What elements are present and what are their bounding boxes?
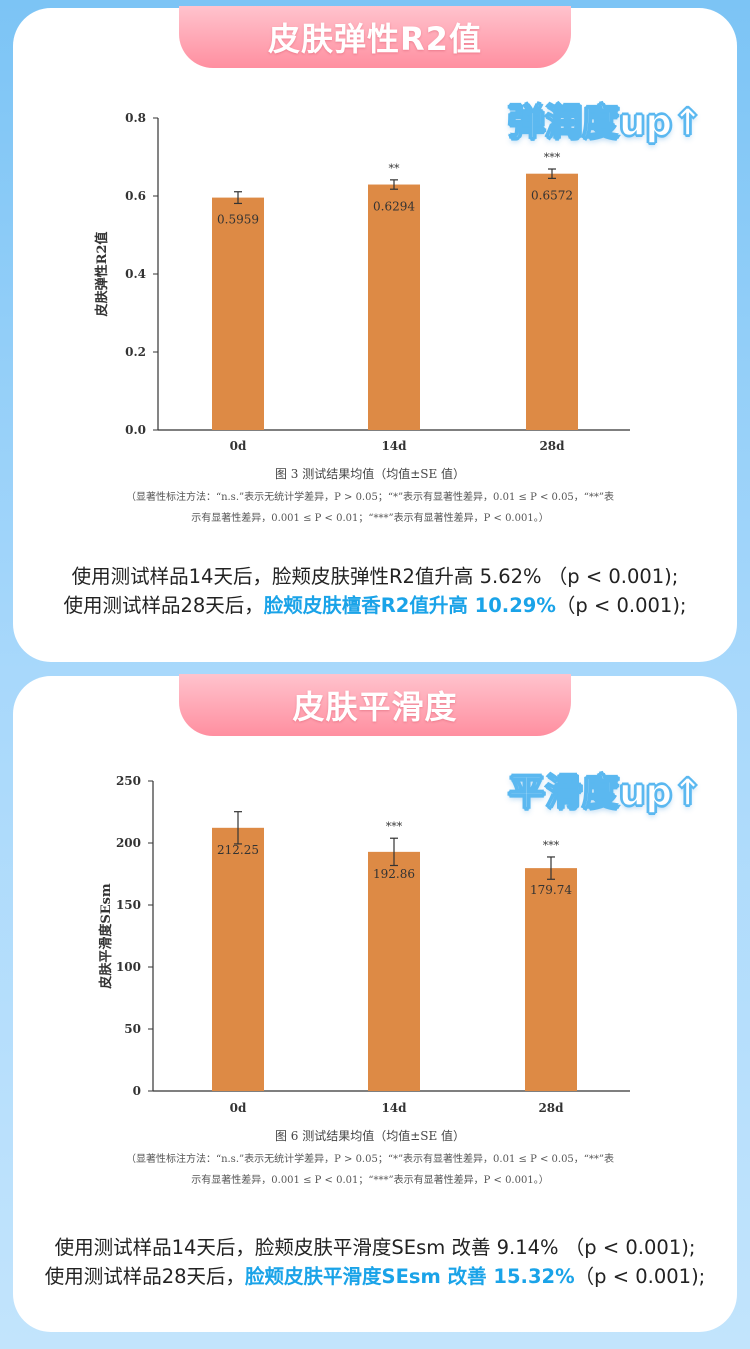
elasticity-up-badge: 弹润度up↑	[507, 100, 703, 145]
x-tick-label: 14d	[381, 439, 407, 453]
y-tick-label: 150	[116, 898, 141, 912]
y-tick-label: 0	[133, 1084, 141, 1098]
bar-14d	[368, 184, 420, 430]
data-label: 212.25	[217, 843, 259, 857]
elasticity-description: 使用测试样品14天后，脸颊皮肤弹性R2值升高 5.62% （p < 0.001)…	[0, 562, 750, 620]
smoothness-description: 使用测试样品14天后，脸颊皮肤平滑度SEsm 改善 9.14% （p < 0.0…	[0, 1233, 750, 1291]
bar-0d	[212, 197, 264, 430]
smoothness-desc-highlight: 脸颊皮肤平滑度SEsm 改善 15.32%	[245, 1265, 575, 1288]
y-tick-label: 0.8	[125, 111, 146, 125]
figure-caption: 图 3 测试结果均值（均值±SE 值）	[275, 466, 465, 481]
elasticity-title: 皮肤弹性R2值	[179, 6, 571, 68]
elasticity-chart: 0.0 0.2 0.4 0.6 0.8 皮肤弹性R2值 0.5959 0d 0.6294 ** 14…	[94, 111, 630, 524]
significance-note-line2: 示有显著性差异，0.001 ≤ P < 0.01；“***”表示有显著性差异，P…	[191, 1173, 548, 1186]
y-tick-label: 100	[116, 960, 141, 974]
x-tick-label: 28d	[538, 1101, 564, 1115]
smoothness-chart: 0 50 100 150 200 250 皮肤平滑度SEsm 212.25 0d 192.86 **…	[98, 774, 630, 1186]
significance-label: ***	[543, 839, 560, 852]
y-tick-label: 0.4	[125, 267, 146, 281]
y-tick-label: 50	[124, 1022, 141, 1036]
y-tick-label: 0.6	[125, 189, 146, 203]
elasticity-desc-line1: 使用测试样品14天后，脸颊皮肤弹性R2值升高 5.62% （p < 0.001)…	[71, 565, 679, 588]
significance-label: ***	[544, 151, 561, 164]
bar-14d	[368, 851, 420, 1091]
y-tick-label: 0.0	[125, 423, 146, 437]
x-tick-label: 14d	[381, 1101, 407, 1115]
smoothness-title: 皮肤平滑度	[179, 674, 571, 736]
y-axis-label: 皮肤平滑度SEsm	[98, 883, 114, 990]
y-tick-label: 250	[116, 774, 141, 788]
data-label: 192.86	[373, 867, 415, 881]
figure-caption: 图 6 测试结果均值（均值±SE 值）	[275, 1128, 465, 1143]
elasticity-desc-line2: 使用测试样品28天后，脸颊皮肤檀香R2值升高 10.29%（p < 0.001)…	[63, 594, 687, 617]
data-label: 0.6294	[373, 200, 415, 214]
x-tick-label: 0d	[230, 1101, 247, 1115]
data-label: 0.6572	[531, 189, 573, 203]
elasticity-card: 皮肤弹性R2值	[13, 6, 737, 662]
elasticity-desc-highlight: 脸颊皮肤檀香R2值升高 10.29%	[263, 594, 556, 617]
significance-note-line1: （显著性标注方法：“n.s.”表示无统计学差异，P > 0.05；“*”表示有显…	[126, 1152, 614, 1165]
significance-note-line1: （显著性标注方法：“n.s.”表示无统计学差异，P > 0.05；“*”表示有显…	[126, 490, 614, 503]
smoothness-desc-line2: 使用测试样品28天后，脸颊皮肤平滑度SEsm 改善 15.32%（p < 0.0…	[44, 1265, 706, 1288]
data-label: 179.74	[530, 883, 572, 897]
significance-note-line2: 示有显著性差异，0.001 ≤ P < 0.01；“***”表示有显著性差异，P…	[191, 511, 548, 524]
y-axis-label: 皮肤弹性R2值	[94, 232, 110, 318]
x-tick-label: 0d	[230, 439, 247, 453]
bar-0d	[212, 827, 264, 1091]
x-tick-label: 28d	[539, 439, 565, 453]
significance-label: **	[389, 162, 401, 175]
y-tick-label: 0.2	[125, 345, 146, 359]
data-label: 0.5959	[217, 213, 259, 227]
bar-28d	[525, 868, 577, 1091]
significance-label: ***	[386, 820, 403, 833]
smoothness-desc-line1: 使用测试样品14天后，脸颊皮肤平滑度SEsm 改善 9.14% （p < 0.0…	[54, 1236, 696, 1259]
smoothness-up-badge: 平滑度up↑	[507, 770, 703, 815]
bar-28d	[526, 173, 578, 430]
y-tick-label: 200	[116, 836, 141, 850]
